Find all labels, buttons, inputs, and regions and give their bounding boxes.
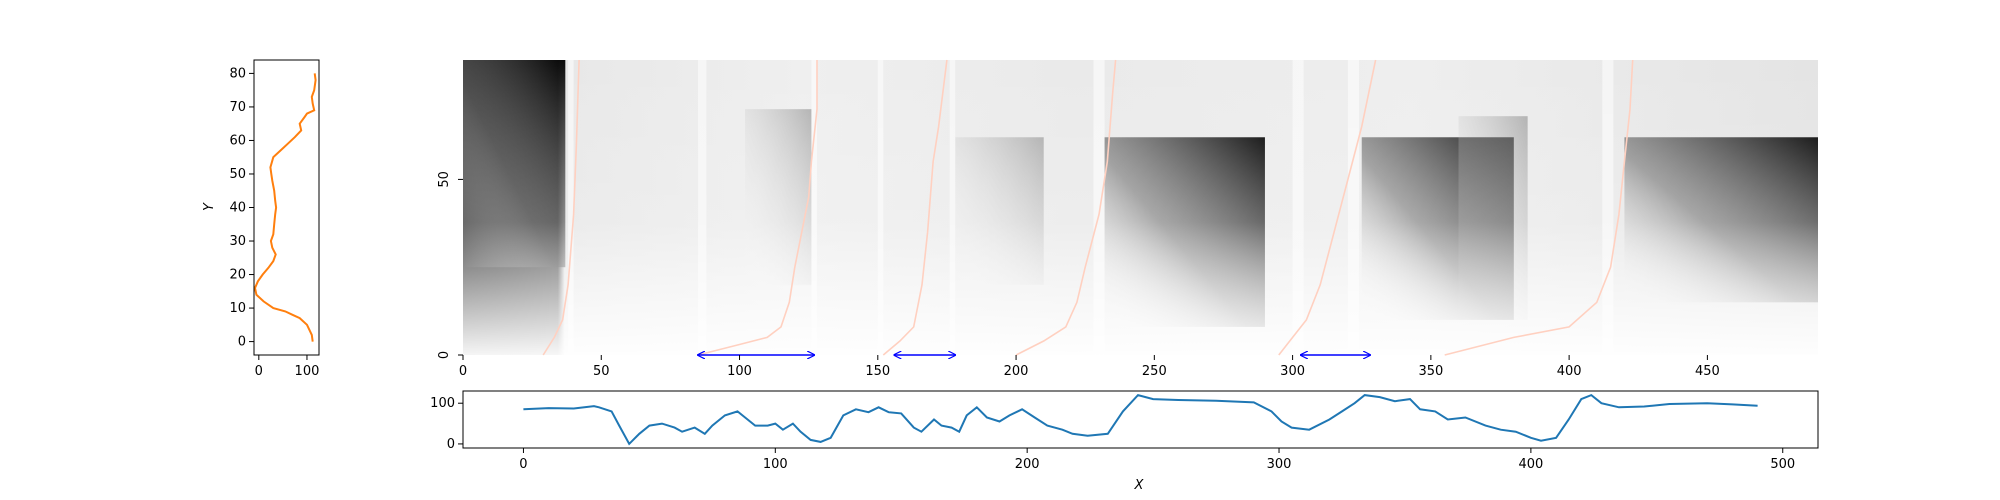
left-ytick-label: 50 <box>229 167 246 182</box>
warp-path <box>542 59 580 356</box>
warp-path <box>1015 59 1117 356</box>
bottom-ytick-label: 100 <box>430 396 455 411</box>
left-ytick-label: 20 <box>229 268 246 283</box>
heatmap-xtick-label: 350 <box>1418 364 1443 379</box>
left-axes-frame <box>253 59 320 356</box>
left-profile-panel: 0 10 20 30 40 50 60 70 80 0 100 Y <box>202 59 320 379</box>
left-xtick-label: 0 <box>255 364 263 379</box>
left-xtick-label: 100 <box>295 364 320 379</box>
left-ytick-label: 40 <box>229 201 246 216</box>
heatmap-fade <box>463 60 1818 355</box>
bottom-xtick-label: 0 <box>519 457 527 472</box>
heatmap-panel: 0 50 100 150 200 250 300 350 400 450 0 50 <box>437 59 1818 379</box>
bottom-xtick-label: 100 <box>763 457 788 472</box>
warp-path <box>697 60 818 356</box>
bottom-profile-panel: 0 100 200 300 400 500 0 100 X <box>430 390 1819 493</box>
heatmap-xtick-label: 450 <box>1695 364 1720 379</box>
left-ytick-label: 80 <box>229 66 246 81</box>
bottom-axes-frame <box>462 390 1819 449</box>
heatmap-xtick-label: 250 <box>1142 364 1167 379</box>
heatmap-xtick-label: 150 <box>865 364 890 379</box>
left-ytick-label: 60 <box>229 133 246 148</box>
warp-path <box>1278 59 1377 356</box>
bottom-ytick-label: 0 <box>447 437 455 452</box>
left-ytick-label: 70 <box>229 100 246 115</box>
bottom-xtick-label: 400 <box>1518 457 1543 472</box>
left-ylabel: Y <box>202 202 217 211</box>
warp-path <box>1444 59 1634 356</box>
left-ytick-label: 10 <box>229 301 246 316</box>
heatmap-xtick-label: 300 <box>1280 364 1305 379</box>
bottom-xtick-label: 300 <box>1267 457 1292 472</box>
heatmap-ytick-label: 0 <box>437 351 452 359</box>
heatmap-ytick-label: 50 <box>437 171 452 188</box>
bottom-profile-line <box>523 393 1758 446</box>
left-ytick-label: 0 <box>238 335 246 350</box>
heatmap-xtick-label: 400 <box>1557 364 1582 379</box>
heatmap-xtick-label: 50 <box>593 364 610 379</box>
bottom-xtick-label: 200 <box>1015 457 1040 472</box>
left-ytick-label: 30 <box>229 234 246 249</box>
warp-path <box>882 59 948 356</box>
heatmap-xtick-label: 200 <box>1004 364 1029 379</box>
bottom-xlabel: X <box>1134 478 1145 493</box>
heatmap-xtick-label: 0 <box>459 364 467 379</box>
heatmap-xtick-label: 100 <box>727 364 752 379</box>
bottom-xtick-label: 500 <box>1770 457 1795 472</box>
left-profile-line <box>253 73 317 342</box>
